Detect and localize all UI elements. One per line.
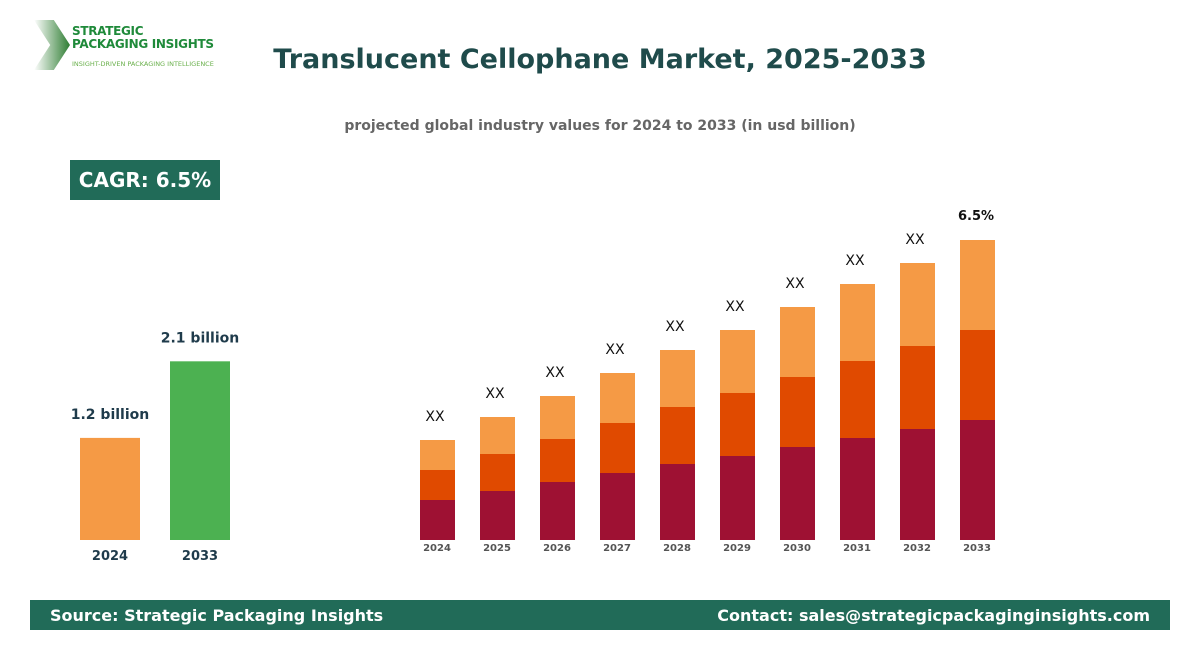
bar-segment-2032-2 [900, 263, 935, 346]
page-title: Translucent Cellophane Market, 2025-2033 [273, 44, 927, 75]
data-label: XX [605, 342, 625, 358]
cagr-badge: CAGR: 6.5% [70, 160, 220, 200]
bar-segment-2030-1 [780, 377, 815, 447]
chart-subtitle: projected global industry values for 202… [344, 118, 856, 134]
x-tick-label: 2029 [723, 543, 751, 554]
bar-segment-2029-2 [720, 330, 755, 393]
bar-segment-2025-1 [480, 454, 515, 491]
x-tick-label: 2033 [182, 549, 218, 564]
bar-segment-2029-1 [720, 393, 755, 456]
x-tick-label: 2030 [783, 543, 811, 554]
bar-segment-2030-0 [780, 447, 815, 540]
bar-segment-2033-1 [960, 330, 995, 420]
source-text: Source: Strategic Packaging Insights [50, 605, 384, 625]
logo-text: STRATEGIC PACKAGING INSIGHTS [72, 24, 214, 51]
bar-segment-2033-0 [960, 420, 995, 540]
bar-segment-2032-1 [900, 346, 935, 429]
bar-segment-2026-1 [540, 439, 575, 482]
bar-segment-2024-0 [420, 500, 455, 540]
x-tick-label: 2033 [963, 543, 991, 554]
x-tick-label: 2026 [543, 543, 571, 554]
bar-segment-2025-2 [480, 417, 515, 454]
contact-text: Contact: sales@strategicpackaginginsight… [717, 605, 1150, 625]
data-label: XX [545, 365, 565, 381]
bar-2024 [80, 437, 140, 540]
bar-segment-2026-0 [540, 482, 575, 540]
x-tick-label: 2032 [903, 543, 931, 554]
data-label: 2.1 billion [161, 330, 239, 346]
data-label: 6.5% [958, 209, 994, 224]
charts: 1.2 billion 2024 2.1 billion 2033 XX 2024 XX 20… [71, 209, 995, 564]
bar-segment-2028-0 [660, 464, 695, 540]
bar-segment-2025-0 [480, 491, 515, 540]
x-tick-label: 2024 [92, 549, 128, 564]
data-label: XX [725, 299, 745, 315]
bar-segment-2027-2 [600, 373, 635, 423]
data-label: XX [785, 276, 805, 292]
bar-segment-2031-0 [840, 438, 875, 540]
bar-segment-2028-1 [660, 407, 695, 464]
data-label: 1.2 billion [71, 407, 149, 423]
x-tick-label: 2027 [603, 543, 631, 554]
bar-segment-2027-0 [600, 473, 635, 540]
bar-segment-2024-2 [420, 440, 455, 470]
data-label: XX [485, 386, 505, 402]
bar-segment-2032-0 [900, 429, 935, 540]
bar-segment-2030-2 [780, 307, 815, 377]
bar-segment-2033-2 [960, 240, 995, 330]
logo: STRATEGIC PACKAGING INSIGHTS INSIGHT-DRIV… [30, 18, 230, 73]
data-label: XX [425, 409, 445, 425]
logo-tagline: INSIGHT-DRIVEN PACKAGING INTELLIGENCE [72, 60, 214, 68]
bar-segment-2027-1 [600, 423, 635, 473]
data-label: XX [905, 232, 925, 248]
bar-segment-2026-2 [540, 396, 575, 439]
x-tick-label: 2031 [843, 543, 871, 554]
bar-segment-2028-2 [660, 350, 695, 407]
x-tick-label: 2028 [663, 543, 691, 554]
bar-segment-2031-2 [840, 284, 875, 361]
data-label: XX [665, 319, 685, 335]
bar-segment-2029-0 [720, 456, 755, 540]
x-tick-label: 2025 [483, 543, 511, 554]
footer: Source: Strategic Packaging Insights Con… [30, 600, 1170, 630]
bar-segment-2024-1 [420, 470, 455, 500]
data-label: XX [845, 253, 865, 269]
x-tick-label: 2024 [423, 543, 451, 554]
bar-2033 [170, 361, 230, 540]
bar-segment-2031-1 [840, 361, 875, 438]
